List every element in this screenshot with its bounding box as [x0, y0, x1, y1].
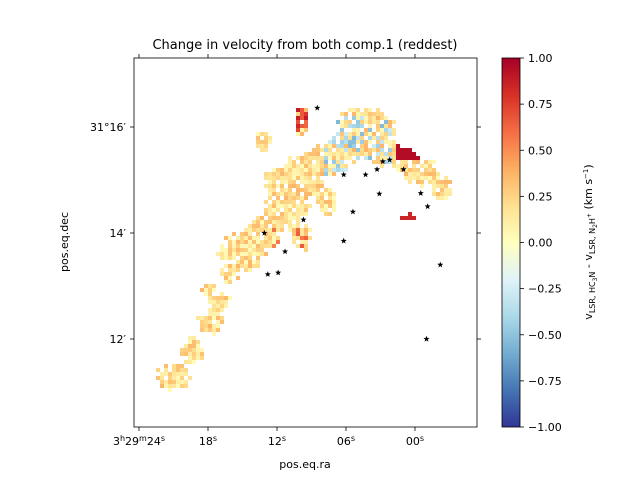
star-marker	[376, 190, 383, 197]
star-marker	[386, 156, 393, 163]
star-marker	[275, 269, 282, 276]
star-markers	[261, 104, 444, 342]
star-marker	[424, 203, 431, 210]
x-tick-label: 3h29m24s	[113, 434, 165, 448]
star-marker	[349, 208, 356, 215]
colorbar-tick-label: −0.50	[528, 329, 562, 342]
star-marker	[437, 261, 444, 268]
star-marker	[340, 171, 347, 178]
star-marker	[314, 104, 321, 111]
colorbar-tick-label: 0.25	[528, 190, 553, 203]
x-tick-label: 00s	[406, 434, 424, 448]
colorbar-label: vLSR, HC3N - vLSR, N2H+ (km s−1)	[582, 164, 599, 319]
velocity-heatmap	[156, 108, 452, 392]
x-tick-label: 12s	[268, 434, 286, 448]
star-marker	[374, 166, 381, 172]
colorbar-tick-label: 1.00	[528, 52, 553, 65]
y-tick-label: 31°16′	[90, 121, 126, 134]
colorbar-ticks: 1.00 0.75 0.50 0.25 0.00 −0.25 −0.50 −0.75 −1.00	[520, 52, 562, 434]
star-marker	[362, 171, 369, 178]
colorbar-tick-label: 0.75	[528, 98, 553, 111]
y-tick-label: 14′	[110, 227, 127, 240]
star-marker	[261, 229, 268, 236]
colorbar-tick-label: −0.75	[528, 375, 562, 388]
colorbar	[501, 57, 521, 428]
star-marker	[300, 216, 307, 223]
star-marker	[379, 158, 386, 165]
chart-title: Change in velocity from both comp.1 (red…	[152, 38, 457, 53]
y-axis-label: pos.eq.dec	[58, 212, 71, 272]
star-marker	[340, 237, 347, 244]
star-marker	[264, 271, 271, 277]
star-marker	[417, 190, 424, 196]
y-tick-label: 12′	[110, 333, 127, 346]
x-axis-ticks: 3h29m24s 18s 12s 06s 00s	[113, 54, 424, 448]
colorbar-tick-label: 0.00	[528, 237, 553, 250]
colorbar-tick-label: −1.00	[528, 421, 562, 434]
x-tick-label: 18s	[199, 434, 217, 448]
star-marker	[400, 166, 407, 172]
star-marker	[282, 248, 289, 255]
colorbar-tick-label: −0.25	[528, 283, 562, 296]
colorbar-tick-label: 0.50	[528, 144, 553, 157]
x-axis-label: pos.eq.ra	[279, 458, 330, 471]
y-axis-ticks: 31°16′ 14′ 12′	[90, 121, 481, 346]
x-tick-label: 06s	[337, 434, 355, 448]
plot-frame	[133, 57, 478, 428]
star-marker	[423, 335, 430, 342]
